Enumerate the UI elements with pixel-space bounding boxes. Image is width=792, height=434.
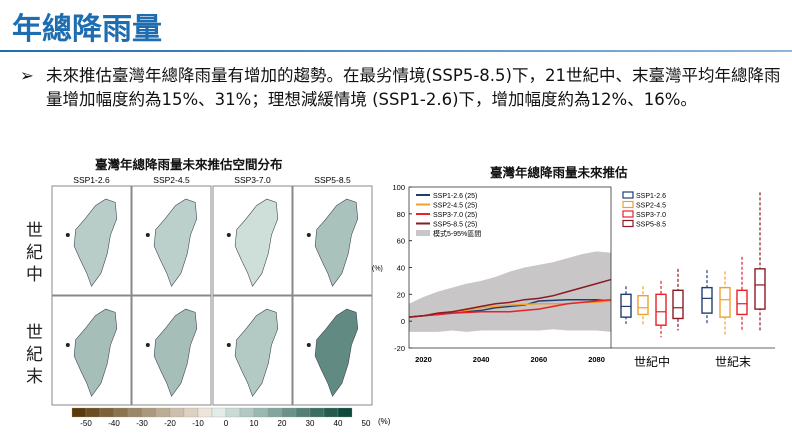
legend-label: SSP2-4.5 (636, 203, 666, 210)
y-tick-label: 20 (397, 290, 405, 299)
legend-swatch (622, 191, 634, 199)
y-tick-label: 0 (401, 317, 405, 326)
box-category-label: 世紀中 (634, 354, 670, 369)
legend-label: SSP5-8.5 (25) (433, 222, 477, 229)
uncertainty-band (409, 251, 611, 332)
legend-swatch (622, 210, 634, 218)
y-tick-label: 40 (397, 264, 405, 273)
box (719, 286, 731, 318)
bullet-point: ➢ 未來推估臺灣年總降雨量有增加的趨勢。在最劣情境(SSP5-8.5)下，21世… (20, 64, 790, 112)
box (754, 268, 766, 310)
legend-label: 模式5-95%區間 (433, 229, 481, 238)
box (620, 293, 632, 318)
chart-title: 臺灣年總降雨量未來推估 (490, 165, 628, 180)
box (701, 286, 713, 314)
row-label-end: 世紀末 (26, 323, 43, 387)
box (637, 294, 649, 316)
row-label-mid: 世紀中 (26, 221, 43, 285)
legend-label: SSP5-8.5 (636, 222, 666, 229)
x-tick-label: 2040 (473, 355, 490, 364)
legend-swatch (622, 219, 634, 228)
bullet-text: 未來推估臺灣年總降雨量有增加的趨勢。在最劣情境(SSP5-8.5)下，21世紀中… (46, 66, 781, 109)
title-divider (0, 50, 792, 52)
legend-swatch (416, 230, 430, 236)
box-category-label: 世紀末 (715, 355, 751, 369)
x-tick-label: 2020 (415, 355, 432, 364)
y-tick-label: 80 (397, 210, 405, 219)
legend-label: SSP3-7.0 (25) (433, 212, 477, 219)
legend-label: SSP3-7.0 (636, 212, 666, 219)
x-tick-label: 2060 (531, 355, 548, 364)
box (736, 289, 748, 316)
legend-label: SSP1-2.6 (636, 193, 666, 200)
legend-label: SSP2-4.5 (25) (433, 203, 477, 210)
y-tick-label: 60 (397, 237, 405, 246)
y-tick-label: -20 (394, 344, 405, 353)
series-line (408, 278, 612, 318)
slide-title: 年總降雨量 (12, 12, 162, 47)
y-axis-label: (%) (372, 266, 383, 273)
y-tick-label: 100 (392, 183, 405, 192)
box (655, 293, 667, 326)
x-tick-label: 2080 (588, 355, 605, 364)
legend-swatch (622, 200, 634, 209)
box (672, 289, 684, 320)
legend-label: SSP1-2.6 (25) (433, 193, 477, 200)
series-line (408, 298, 612, 318)
arrow-bullet-icon: ➢ (20, 66, 34, 85)
map-figure-title: 臺灣年總降雨量未來推估空間分布 (95, 157, 283, 172)
